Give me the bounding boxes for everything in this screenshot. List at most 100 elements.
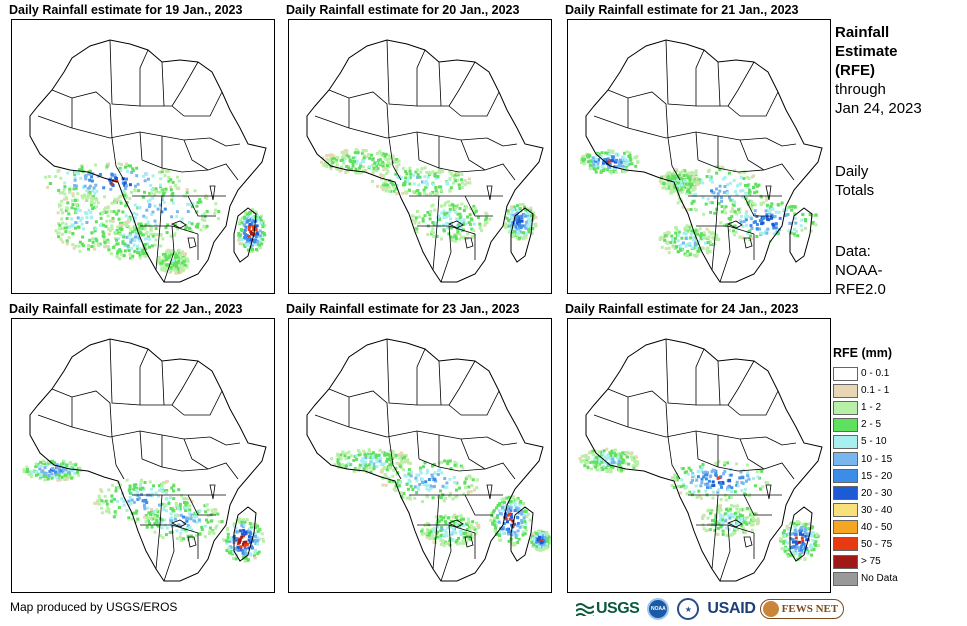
rainfall-pixel: [185, 265, 189, 269]
rainfall-pixel: [205, 196, 209, 200]
rainfall-pixel: [117, 162, 121, 166]
rainfall-pixel: [742, 520, 746, 524]
coastline: [306, 39, 544, 283]
rainfall-pixel: [253, 551, 257, 555]
rainfall-pixel: [794, 540, 798, 544]
rainfall-pixel: [472, 233, 476, 237]
rainfall-pixel: [325, 157, 329, 161]
rainfall-pixel: [394, 172, 398, 176]
rainfall-pixel: [97, 243, 101, 247]
rainfall-pixel: [250, 244, 254, 248]
rainfall-pixel: [413, 496, 417, 500]
rainfall-pixel: [144, 242, 148, 246]
rainfall-pixel: [149, 517, 153, 521]
rainfall-pixel: [71, 463, 75, 467]
rainfall-pixel: [413, 221, 417, 225]
rainfall-pixel: [382, 451, 386, 455]
rainfall-pixel: [636, 462, 640, 465]
totals-line: Totals: [835, 182, 875, 199]
rainfall-pixel: [674, 472, 678, 476]
rainfall-pixel: [735, 226, 739, 230]
rainfall-pixel: [602, 449, 606, 453]
rainfall-pixel: [774, 210, 778, 214]
rainfall-pixel: [110, 173, 114, 177]
rainfall-pixel: [495, 516, 499, 520]
rainfall-pixel: [677, 178, 681, 182]
rainfall-pixel: [439, 543, 443, 546]
rainfall-pixel: [146, 506, 150, 510]
rainfall-pixel: [600, 460, 604, 464]
rainfall-pixel: [759, 487, 762, 491]
rainfall-pixel: [525, 207, 529, 211]
rainfall-pixel: [473, 488, 476, 492]
rainfall-pixel: [151, 511, 155, 515]
rainfall-pixel: [377, 158, 380, 162]
rainfall-pixel: [71, 203, 75, 207]
rainfall-pixel: [143, 515, 147, 519]
rainfall-pixel: [711, 468, 715, 472]
rainfall-pixel: [733, 490, 737, 494]
rainfall-pixel: [601, 468, 605, 471]
rainfall-pixel: [388, 480, 392, 483]
rainfall-pixel: [128, 197, 132, 200]
rainfall-pixel: [174, 261, 178, 265]
rainfall-pixel: [248, 522, 252, 526]
rainfall-pixel: [429, 530, 433, 534]
rainfall-pixel: [131, 167, 135, 171]
rainfall-pixel: [512, 500, 516, 504]
rainfall-pixel: [90, 203, 93, 207]
rainfall-pixel: [85, 221, 89, 224]
rainfall-pixel: [754, 220, 757, 224]
rainfall-pixel: [793, 227, 796, 231]
rainfall-pixel: [120, 163, 123, 166]
rainfall-pixel: [467, 221, 471, 225]
rainfall-pixel: [122, 254, 126, 257]
rainfall-pixel: [451, 527, 455, 531]
rainfall-pixel: [469, 533, 473, 537]
rainfall-pixel: [58, 478, 62, 482]
rainfall-pixel: [437, 214, 441, 218]
rainfall-pixel: [460, 515, 464, 519]
rainfall-pixel: [461, 524, 465, 528]
rainfall-pixel: [517, 537, 521, 541]
rainfall-pixel: [443, 477, 447, 480]
rainfall-pixel: [177, 523, 181, 527]
rainfall-pixel: [439, 515, 443, 519]
rainfall-pixel: [462, 536, 466, 540]
rainfall-pixel: [691, 200, 695, 204]
rainfall-pixel: [114, 230, 118, 234]
rainfall-pixel: [401, 453, 405, 457]
rainfall-pixel: [127, 516, 131, 520]
rainfall-pixel: [755, 227, 759, 231]
rainfall-pixel: [700, 237, 704, 241]
rainfall-pixel: [496, 533, 500, 537]
rainfall-pixel: [460, 202, 464, 206]
rainfall-pixel: [523, 224, 527, 228]
rainfall-pixel: [226, 526, 230, 530]
rainfall-pixel: [615, 456, 619, 460]
rainfall-pixel: [214, 508, 218, 512]
rainfall-pixel: [339, 453, 343, 457]
rainfall-pixel: [803, 558, 807, 561]
rainfall-pixel: [179, 538, 183, 542]
rainfall-pixel: [80, 194, 84, 198]
rainfall-pixel: [453, 173, 457, 177]
rainfall-pixel: [431, 203, 435, 207]
rainfall-pixel: [245, 220, 249, 224]
rainfall-pixel: [707, 168, 711, 172]
rainfall-pixel: [750, 528, 754, 532]
rainfall-pixel: [333, 463, 337, 467]
rainfall-pixel: [513, 530, 517, 534]
rainfall-pixel: [618, 163, 622, 167]
rainfall-pixel: [516, 509, 520, 513]
rainfall-pixel: [122, 499, 126, 503]
rainfall-pixel: [690, 229, 694, 233]
rainfall-pixel: [394, 168, 398, 172]
rainfall-pixel: [543, 540, 547, 544]
rainfall-pixel: [689, 208, 693, 211]
rainfall-pixel: [366, 452, 370, 456]
rainfall-pixel: [254, 240, 258, 243]
rainfall-pixel: [225, 549, 229, 553]
rainfall-pixel: [196, 201, 200, 204]
rainfall-pixel: [540, 540, 544, 544]
